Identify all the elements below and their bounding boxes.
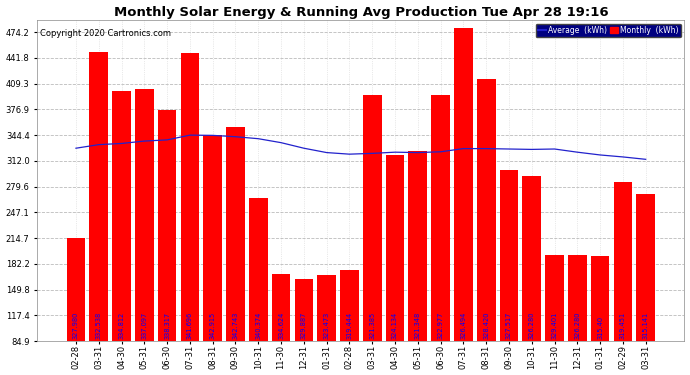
Bar <box>317 275 336 375</box>
Bar <box>477 79 495 375</box>
Bar <box>431 95 450 375</box>
Text: 326.280: 326.280 <box>529 312 535 339</box>
Text: 332.538: 332.538 <box>96 312 101 339</box>
Text: 324.134: 324.134 <box>392 312 398 339</box>
Text: 323.473: 323.473 <box>324 312 330 339</box>
Text: 337.097: 337.097 <box>141 312 148 339</box>
Bar <box>522 176 541 375</box>
Text: 326.494: 326.494 <box>460 312 466 339</box>
Text: 338.317: 338.317 <box>164 312 170 339</box>
Text: 321.348: 321.348 <box>415 312 421 339</box>
Bar <box>226 127 245 375</box>
Text: 342.915: 342.915 <box>210 312 216 339</box>
Bar <box>363 95 382 375</box>
Text: 334.812: 334.812 <box>119 312 124 339</box>
Bar <box>135 89 154 375</box>
Text: 328.420: 328.420 <box>483 312 489 339</box>
Text: 326.280: 326.280 <box>574 312 580 339</box>
Text: 315.40: 315.40 <box>597 316 603 339</box>
Text: Copyright 2020 Cartronics.com: Copyright 2020 Cartronics.com <box>41 29 171 38</box>
Legend: Average  (kWh), Monthly  (kWh): Average (kWh), Monthly (kWh) <box>535 24 680 37</box>
Text: 334.624: 334.624 <box>278 312 284 339</box>
Bar <box>613 182 632 375</box>
Text: 327.980: 327.980 <box>73 312 79 339</box>
Bar <box>67 238 86 375</box>
Text: 327.517: 327.517 <box>506 312 512 339</box>
Bar <box>204 135 222 375</box>
Text: 329.401: 329.401 <box>551 312 558 339</box>
Bar <box>295 279 313 375</box>
Text: 315.141: 315.141 <box>642 312 649 339</box>
Bar <box>568 255 586 375</box>
Bar <box>112 91 131 375</box>
Bar <box>249 198 268 375</box>
Bar <box>272 273 290 375</box>
Text: 342.743: 342.743 <box>233 312 239 339</box>
Text: 319.444: 319.444 <box>346 312 353 339</box>
Bar <box>454 28 473 375</box>
Bar <box>158 110 177 375</box>
Bar <box>340 270 359 375</box>
Bar <box>545 255 564 375</box>
Bar <box>636 194 655 375</box>
Bar <box>591 256 609 375</box>
Text: 340.374: 340.374 <box>255 312 262 339</box>
Text: 321.385: 321.385 <box>369 312 375 339</box>
Text: 319.451: 319.451 <box>620 312 626 339</box>
Bar <box>408 151 427 375</box>
Text: 341.696: 341.696 <box>187 312 193 339</box>
Text: 329.887: 329.887 <box>301 312 307 339</box>
Bar <box>386 154 404 375</box>
Bar <box>90 52 108 375</box>
Bar <box>500 170 518 375</box>
Bar <box>181 53 199 375</box>
Text: 322.977: 322.977 <box>437 312 444 339</box>
Title: Monthly Solar Energy & Running Avg Production Tue Apr 28 19:16: Monthly Solar Energy & Running Avg Produ… <box>114 6 608 18</box>
